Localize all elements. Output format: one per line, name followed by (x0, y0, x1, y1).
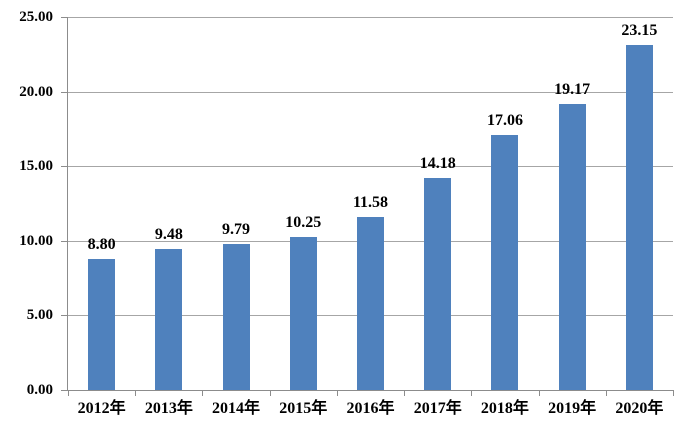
bar-2018年 (491, 135, 519, 390)
bar-value-label: 23.15 (621, 21, 658, 39)
x-axis-tick (538, 391, 540, 396)
x-axis-tick (336, 391, 338, 396)
x-axis-tick (135, 391, 137, 396)
bar-2013年 (155, 248, 183, 390)
plot-area (68, 17, 673, 390)
bar-value-label: 17.06 (486, 112, 523, 130)
bar-value-label: 9.48 (154, 225, 183, 243)
x-axis-category-label: 2015年 (279, 400, 328, 417)
y-axis-tick-label: 15.00 (19, 158, 53, 175)
x-axis-tick (673, 391, 674, 396)
bar-value-label: 8.80 (87, 235, 116, 253)
x-axis-tick (404, 391, 406, 396)
x-axis-tick (68, 391, 69, 396)
x-axis-category-label: 2018年 (480, 400, 529, 417)
x-axis-category-label: 2020年 (615, 400, 664, 417)
x-axis-tick (605, 391, 607, 396)
bar-value-label: 19.17 (554, 80, 591, 98)
y-axis-tick (61, 91, 68, 93)
y-axis-tick-label: 5.00 (26, 307, 53, 324)
bar-value-label: 10.25 (285, 214, 322, 232)
bar-2017年 (424, 178, 452, 390)
y-axis-tick (61, 166, 68, 168)
bar-2019年 (558, 103, 586, 390)
x-axis-category-label: 2014年 (212, 400, 261, 417)
bar-2016年 (357, 217, 384, 390)
bar-value-label: 11.58 (352, 194, 389, 212)
y-axis-tick-label: 25.00 (19, 9, 53, 25)
y-axis-tick-label: 0.00 (26, 382, 53, 398)
x-axis-tick (269, 391, 271, 396)
x-axis-category-label: 2013年 (144, 400, 193, 417)
x-axis-tick (471, 391, 473, 396)
y-axis-tick (61, 390, 68, 391)
y-axis-tick-label: 10.00 (19, 232, 53, 249)
bar-value-label: 9.79 (222, 220, 251, 238)
x-axis-category-label: 2019年 (548, 400, 597, 417)
bar-2012年 (88, 258, 116, 390)
bar-2014年 (222, 243, 250, 390)
gridline (68, 166, 673, 168)
x-axis-category-label: 2017年 (413, 400, 462, 417)
y-axis-tick-label: 20.00 (19, 83, 53, 100)
x-axis-category-label: 2012年 (77, 400, 126, 417)
y-axis-tick (61, 315, 68, 317)
x-axis-category-label: 2016年 (346, 400, 395, 417)
gridline (68, 17, 673, 18)
bar-2015年 (289, 237, 317, 390)
x-axis-line (68, 390, 674, 391)
bar-value-label: 14.18 (419, 155, 456, 173)
x-axis-tick (202, 391, 204, 396)
bar-2020年 (625, 44, 653, 390)
y-axis-tick (61, 240, 68, 242)
y-axis-line (67, 17, 68, 391)
y-axis-tick (61, 17, 68, 18)
gridline (68, 91, 673, 93)
